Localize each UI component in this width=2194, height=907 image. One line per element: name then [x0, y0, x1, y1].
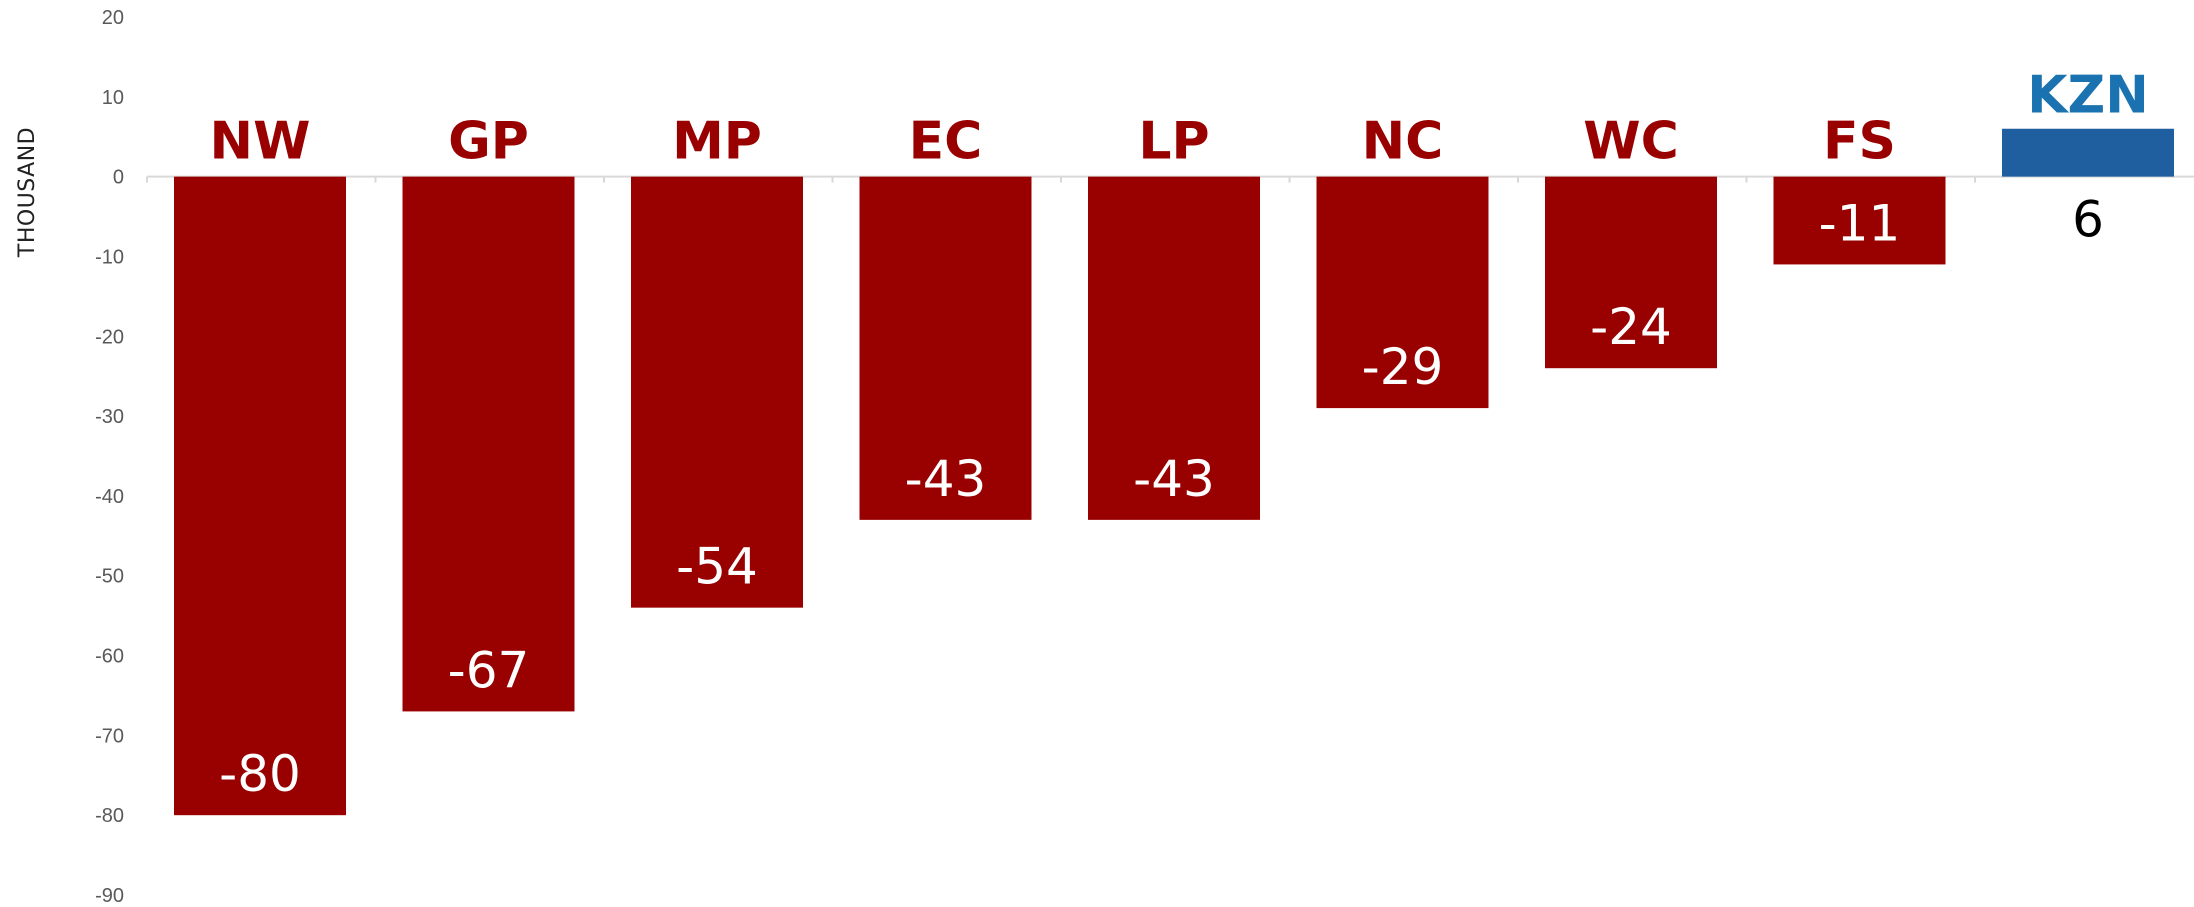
data-label: -24: [1590, 298, 1672, 356]
category-label: MP: [672, 112, 762, 172]
data-label: -43: [905, 450, 987, 508]
y-axis-title: THOUSAND: [15, 127, 40, 258]
y-tick-label: -70: [95, 725, 124, 747]
bar: [402, 176, 575, 712]
y-tick-label: -90: [95, 885, 124, 907]
y-tick-label: -20: [95, 326, 124, 348]
category-label: FS: [1823, 112, 1896, 172]
y-tick-label: 0: [113, 167, 124, 189]
bar: [859, 176, 1032, 520]
y-tick-label: -40: [95, 486, 124, 508]
data-label: -29: [1362, 338, 1444, 396]
data-label: -43: [1133, 450, 1215, 508]
category-label: EC: [909, 112, 983, 172]
category-label: KZN: [2027, 66, 2149, 126]
y-tick-label: -60: [95, 646, 124, 668]
y-tick-label: 10: [102, 87, 124, 109]
category-label: NC: [1362, 112, 1444, 172]
data-label: -67: [448, 641, 530, 699]
bar: [1545, 176, 1717, 369]
y-axis-ticks: 20 10 0 -10 -20 -30 -40 -50 -60 -70 -80 -90: [95, 7, 124, 907]
data-label: -11: [1819, 194, 1901, 252]
bar: [2002, 128, 2174, 177]
data-label: 6: [2072, 191, 2104, 249]
y-tick-label: -80: [95, 805, 124, 827]
data-label: -54: [676, 538, 758, 596]
y-tick-label: -30: [95, 406, 124, 428]
category-label: GP: [448, 112, 529, 172]
y-tick-label: 20: [102, 7, 124, 29]
bar: [174, 176, 346, 816]
bar: [1773, 176, 1946, 265]
bar: [1316, 176, 1489, 409]
category-label: NW: [210, 112, 311, 172]
bars: [174, 128, 2174, 816]
category-label: LP: [1138, 112, 1209, 172]
y-tick-label: -10: [95, 246, 124, 268]
y-tick-label: -50: [95, 566, 124, 588]
data-labels: NW -80 GP -67 MP -54 EC -43 LP -43 NC -29 WC -24 FS -11…: [210, 66, 2149, 803]
category-label: WC: [1583, 112, 1679, 172]
data-label: -80: [219, 745, 301, 803]
bar: [631, 176, 803, 608]
bar: [1088, 176, 1260, 520]
